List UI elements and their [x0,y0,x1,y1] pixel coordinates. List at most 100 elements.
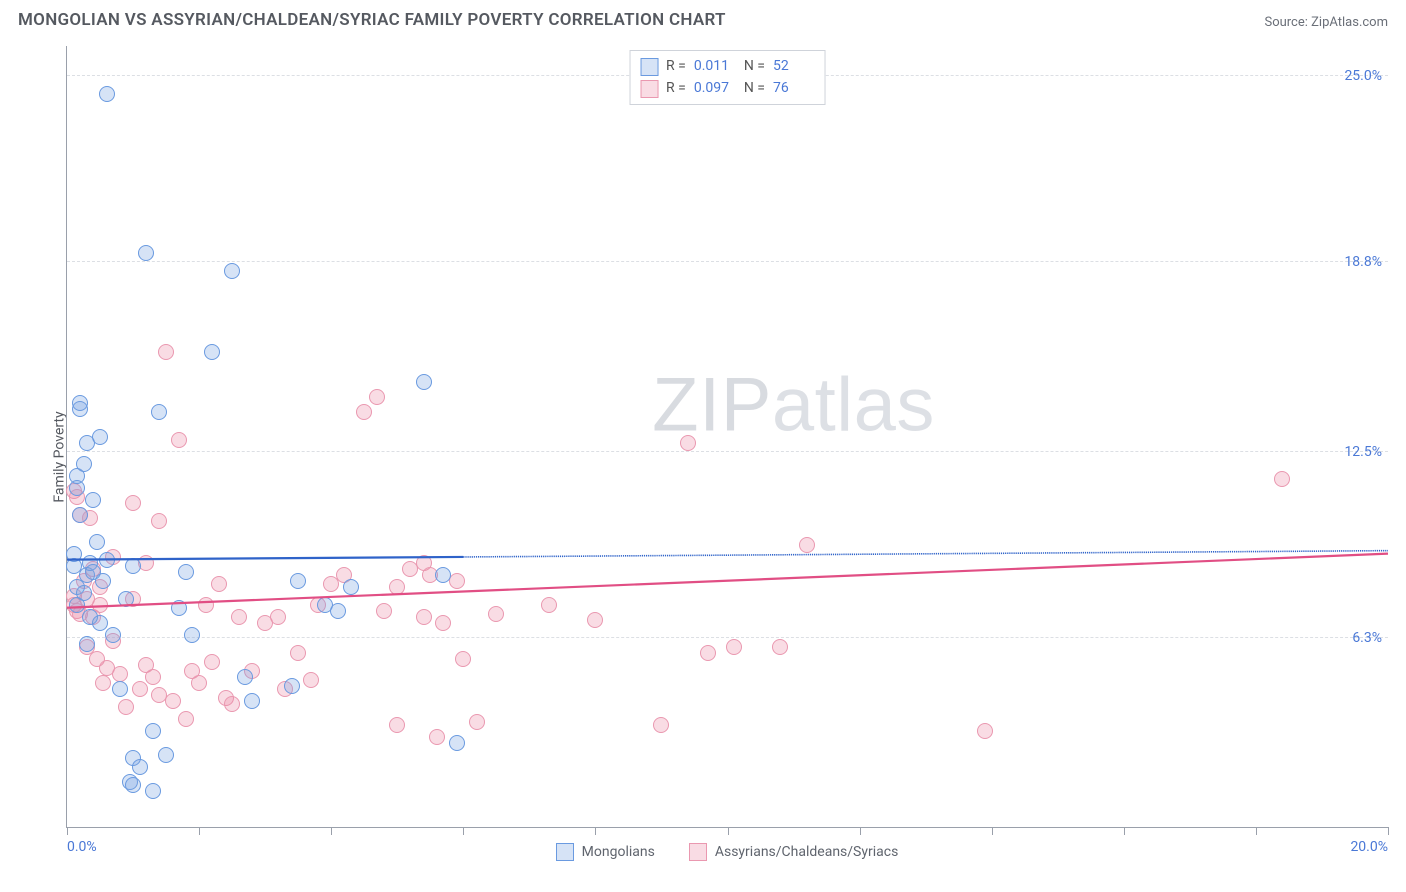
y-tick-label: 6.3% [1352,630,1382,646]
x-tick [728,827,729,835]
source-label: Source: ZipAtlas.com [1264,15,1388,30]
swatch-assyrian-icon [640,80,658,98]
scatter-point-assyrian [389,717,405,733]
scatter-point-mongolian [290,573,306,589]
scatter-point-mongolian [92,429,108,445]
scatter-point-mongolian [151,404,167,420]
legend-row-assyrian: R = 0.097 N = 76 [640,78,815,100]
scatter-point-mongolian [178,564,194,580]
legend-row-mongolian: R = 0.011 N = 52 [640,56,815,78]
x-tick [992,827,993,835]
watermark-bold: ZIP [652,363,772,448]
correlation-legend: R = 0.011 N = 52 R = 0.097 N = 76 [629,50,826,105]
n-value-mongolian: 52 [773,56,815,78]
legend-item-mongolian: Mongolians [556,843,655,861]
scatter-point-assyrian [132,681,148,697]
scatter-point-mongolian [158,747,174,763]
trendline-assyrian [67,554,1388,608]
scatter-point-assyrian [587,612,603,628]
scatter-point-mongolian [237,669,253,685]
scatter-point-mongolian [76,585,92,601]
x-tick [1124,827,1125,835]
trendline-mongolian-ext [463,551,1388,557]
x-tick [199,827,200,835]
scatter-point-assyrian [435,615,451,631]
scatter-point-assyrian [165,693,181,709]
legend-label-assyrian: Assyrians/Chaldeans/Syriacs [715,844,898,860]
scatter-point-assyrian [112,666,128,682]
scatter-point-mongolian [449,735,465,751]
scatter-point-mongolian [92,615,108,631]
scatter-point-assyrian [772,639,788,655]
plot-area: ZIPatlas R = 0.011 N = 52 R = 0.097 N = … [66,46,1388,828]
trend-overlay [67,46,1388,827]
r-value-assyrian: 0.097 [694,78,736,100]
scatter-point-assyrian [158,344,174,360]
legend-item-assyrian: Assyrians/Chaldeans/Syriacs [689,843,898,861]
scatter-point-assyrian [726,639,742,655]
scatter-point-assyrian [1274,471,1290,487]
scatter-point-assyrian [369,389,385,405]
scatter-point-assyrian [290,645,306,661]
scatter-point-assyrian [191,675,207,691]
scatter-point-mongolian [112,681,128,697]
series-legend: Mongolians Assyrians/Chaldeans/Syriacs [66,836,1388,868]
x-tick [463,827,464,835]
scatter-point-assyrian [376,603,392,619]
scatter-point-assyrian [303,672,319,688]
swatch-mongolian-icon [556,843,574,861]
gridline [67,637,1388,638]
scatter-point-assyrian [469,714,485,730]
scatter-point-mongolian [99,86,115,102]
x-tick [595,827,596,835]
scatter-point-mongolian [343,579,359,595]
r-label-2: R = [666,78,686,100]
scatter-point-mongolian [99,552,115,568]
scatter-point-assyrian [541,597,557,613]
scatter-point-mongolian [416,374,432,390]
scatter-point-mongolian [132,759,148,775]
scatter-point-assyrian [455,651,471,667]
scatter-point-mongolian [76,456,92,472]
chart-title: MONGOLIAN VS ASSYRIAN/CHALDEAN/SYRIAC FA… [18,10,726,30]
scatter-point-mongolian [89,534,105,550]
y-tick-label: 18.8% [1344,254,1382,270]
scatter-point-mongolian [79,636,95,652]
scatter-point-mongolian [125,777,141,793]
scatter-point-assyrian [211,576,227,592]
swatch-assyrian-icon [689,843,707,861]
scatter-point-mongolian [72,507,88,523]
scatter-point-mongolian [72,395,88,411]
swatch-mongolian-icon [640,58,658,76]
n-label-2: N = [744,78,765,100]
scatter-point-mongolian [224,263,240,279]
gridline [67,451,1388,452]
scatter-point-assyrian [204,654,220,670]
x-tick [1388,827,1389,835]
scatter-point-assyrian [171,432,187,448]
y-tick-label: 12.5% [1344,444,1382,460]
x-tick [67,827,68,835]
scatter-point-assyrian [125,495,141,511]
scatter-point-assyrian [680,435,696,451]
x-tick [860,827,861,835]
scatter-point-assyrian [488,606,504,622]
scatter-point-assyrian [224,696,240,712]
scatter-point-mongolian [204,344,220,360]
scatter-point-assyrian [198,597,214,613]
scatter-point-assyrian [799,537,815,553]
scatter-point-assyrian [977,723,993,739]
scatter-point-assyrian [416,609,432,625]
r-value-mongolian: 0.011 [694,56,736,78]
chart-header: MONGOLIAN VS ASSYRIAN/CHALDEAN/SYRIAC FA… [0,0,1406,36]
x-tick [331,827,332,835]
watermark: ZIPatlas [652,362,935,449]
scatter-point-assyrian [270,609,286,625]
scatter-point-mongolian [244,693,260,709]
scatter-point-assyrian [653,717,669,733]
x-tick [1256,827,1257,835]
scatter-point-assyrian [95,675,111,691]
scatter-point-assyrian [145,669,161,685]
scatter-point-mongolian [145,723,161,739]
scatter-point-mongolian [85,492,101,508]
